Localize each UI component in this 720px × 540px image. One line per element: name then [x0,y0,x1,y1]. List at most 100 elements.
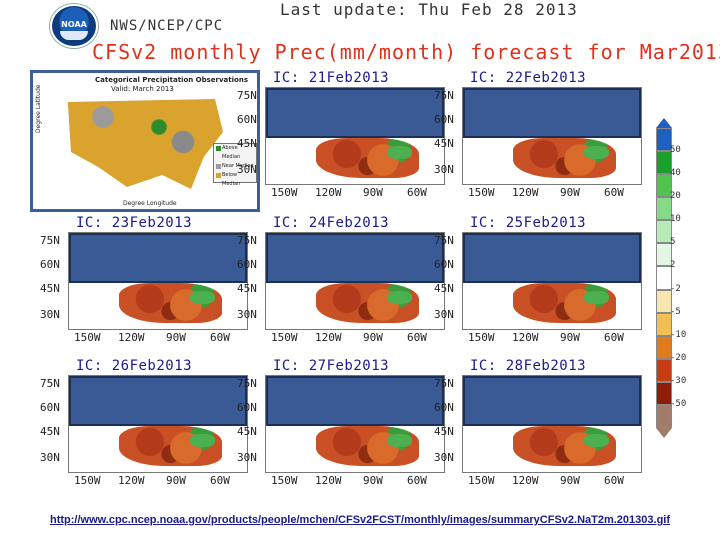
lon-tick-label: 90W [166,331,186,344]
lat-tick-label: 30N [40,451,60,464]
inset-title: Categorical Precipitation Observations [95,76,248,84]
lon-tick-label: 150W [468,186,495,199]
lat-tick-label: 60N [434,258,454,271]
wet-anomaly-region [584,433,609,448]
lat-tick-label: 60N [40,401,60,414]
lat-tick-label: 75N [237,89,257,102]
wet-anomaly-region [190,433,215,448]
panel-label: IC: 26Feb2013 [76,358,193,374]
colorbar-cell [656,404,672,428]
lon-tick-label: 60W [604,474,624,487]
redaction-box [463,233,641,283]
observation-inset: Categorical Precipitation Observations V… [30,70,260,212]
forecast-map [462,375,642,473]
lat-tick-label: 60N [40,258,60,271]
lon-tick-label: 60W [407,474,427,487]
lon-tick-label: 60W [407,331,427,344]
forecast-map [265,232,445,330]
redaction-box [463,376,641,426]
inset-y-axis: Degree Latitude [35,84,42,133]
colorbar-tick-label: 20 [670,191,681,202]
lat-tick-label: 30N [434,163,454,176]
colorbar-cell [656,151,672,175]
lon-tick-label: 90W [166,474,186,487]
forecast-map [68,375,248,473]
forecast-map [265,87,445,185]
panel-label: IC: 22Feb2013 [470,70,587,86]
lat-tick-label: 60N [237,113,257,126]
colorbar-cell [656,220,672,244]
lat-tick-label: 60N [434,113,454,126]
legend-near: Near Median [214,162,256,171]
noaa-logo: NOAA [50,4,98,48]
lat-tick-label: 75N [237,234,257,247]
lat-tick-label: 30N [40,308,60,321]
lon-tick-label: 60W [604,186,624,199]
colorbar-tick-label: -10 [670,329,687,340]
panel-label: IC: 24Feb2013 [273,215,390,231]
forecast-map [265,375,445,473]
lat-tick-label: 30N [434,308,454,321]
legend-below: Below Median [214,171,256,189]
lat-tick-label: 60N [237,401,257,414]
lat-tick-label: 30N [237,451,257,464]
lat-tick-label: 45N [40,425,60,438]
colorbar-cell [656,266,672,290]
lat-tick-label: 45N [434,137,454,150]
lon-tick-label: 150W [74,474,101,487]
colorbar-cell [656,312,672,336]
forecast-map [462,232,642,330]
lon-tick-label: 60W [407,186,427,199]
colorbar-tick-label: 2 [670,260,676,271]
page-title: CFSv2 monthly Prec(mm/month) forecast fo… [92,40,720,64]
lat-tick-label: 45N [40,282,60,295]
colorbar-top-arrow [656,118,672,128]
wet-anomaly-region [387,433,412,448]
colorbar-cell [656,174,672,198]
lon-tick-label: 90W [560,331,580,344]
wet-anomaly-region [387,145,412,160]
colorbar-tick-label: 50 [670,145,681,156]
colorbar-cell [656,243,672,267]
lat-tick-label: 60N [434,401,454,414]
lon-tick-label: 150W [271,331,298,344]
lon-tick-label: 90W [363,186,383,199]
lon-tick-label: 150W [468,331,495,344]
colorbar-bottom-arrow [656,428,672,438]
panel-label: IC: 25Feb2013 [470,215,587,231]
lon-tick-label: 120W [512,186,539,199]
lon-tick-label: 90W [560,474,580,487]
lon-tick-label: 60W [210,331,230,344]
panel-label: IC: 27Feb2013 [273,358,390,374]
lat-tick-label: 45N [237,282,257,295]
legend-above: Above Median [214,144,256,162]
inset-legend: Above Median Near Median Below Median [213,143,257,187]
lat-tick-label: 30N [237,308,257,321]
lat-tick-label: 30N [237,163,257,176]
inset-subtitle: Valid: March 2013 [111,85,174,93]
lat-tick-label: 60N [237,258,257,271]
wet-anomaly-region [190,290,215,305]
inset-us-map [67,99,223,189]
colorbar-tick-label: -2 [670,283,681,294]
lon-tick-label: 150W [271,474,298,487]
lat-tick-label: 45N [237,137,257,150]
lon-tick-label: 120W [512,474,539,487]
panel-label: IC: 28Feb2013 [470,358,587,374]
lat-tick-label: 75N [434,377,454,390]
lon-tick-label: 150W [468,474,495,487]
redaction-box [266,88,444,138]
forecast-map [68,232,248,330]
colorbar-tick-label: -30 [670,375,687,386]
forecast-map [462,87,642,185]
lat-tick-label: 75N [237,377,257,390]
lon-tick-label: 120W [118,331,145,344]
source-url-link[interactable]: http://www.cpc.ncep.noaa.gov/products/pe… [49,514,671,526]
colorbar-tick-label: 40 [670,168,681,179]
lat-tick-label: 75N [434,89,454,102]
colorbar-cell [656,358,672,382]
colorbar-cell [656,335,672,359]
colorbar-tick-label: -5 [670,306,681,317]
agency-text: NWS/NCEP/CPC [110,18,224,34]
colorbar-cell [656,289,672,313]
